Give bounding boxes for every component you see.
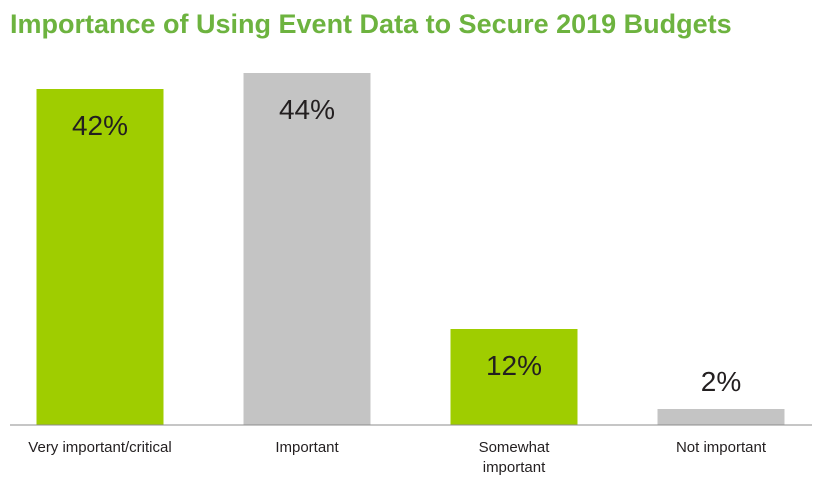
category-label-3-line-1: Somewhat [479, 439, 551, 456]
bars-group [36, 73, 785, 425]
bar-2 [243, 73, 371, 425]
value-label-1: 42% [72, 110, 128, 141]
category-label-1: Very important/critical [28, 439, 171, 456]
category-labels-group: Very important/critical Important Somewhat… [28, 439, 767, 476]
category-label-4: Not important [676, 439, 767, 456]
bar-1 [36, 89, 164, 425]
value-labels-group: 42% 44% 12% 2% [72, 94, 741, 397]
category-label-2: Important [275, 439, 339, 456]
bar-4 [657, 409, 785, 425]
chart-title: Importance of Using Event Data to Secure… [10, 9, 732, 39]
bar-3 [450, 329, 578, 425]
value-label-2: 44% [279, 94, 335, 125]
category-label-3-line-2: important [483, 459, 546, 476]
value-label-4: 2% [701, 366, 741, 397]
value-label-3: 12% [486, 350, 542, 381]
